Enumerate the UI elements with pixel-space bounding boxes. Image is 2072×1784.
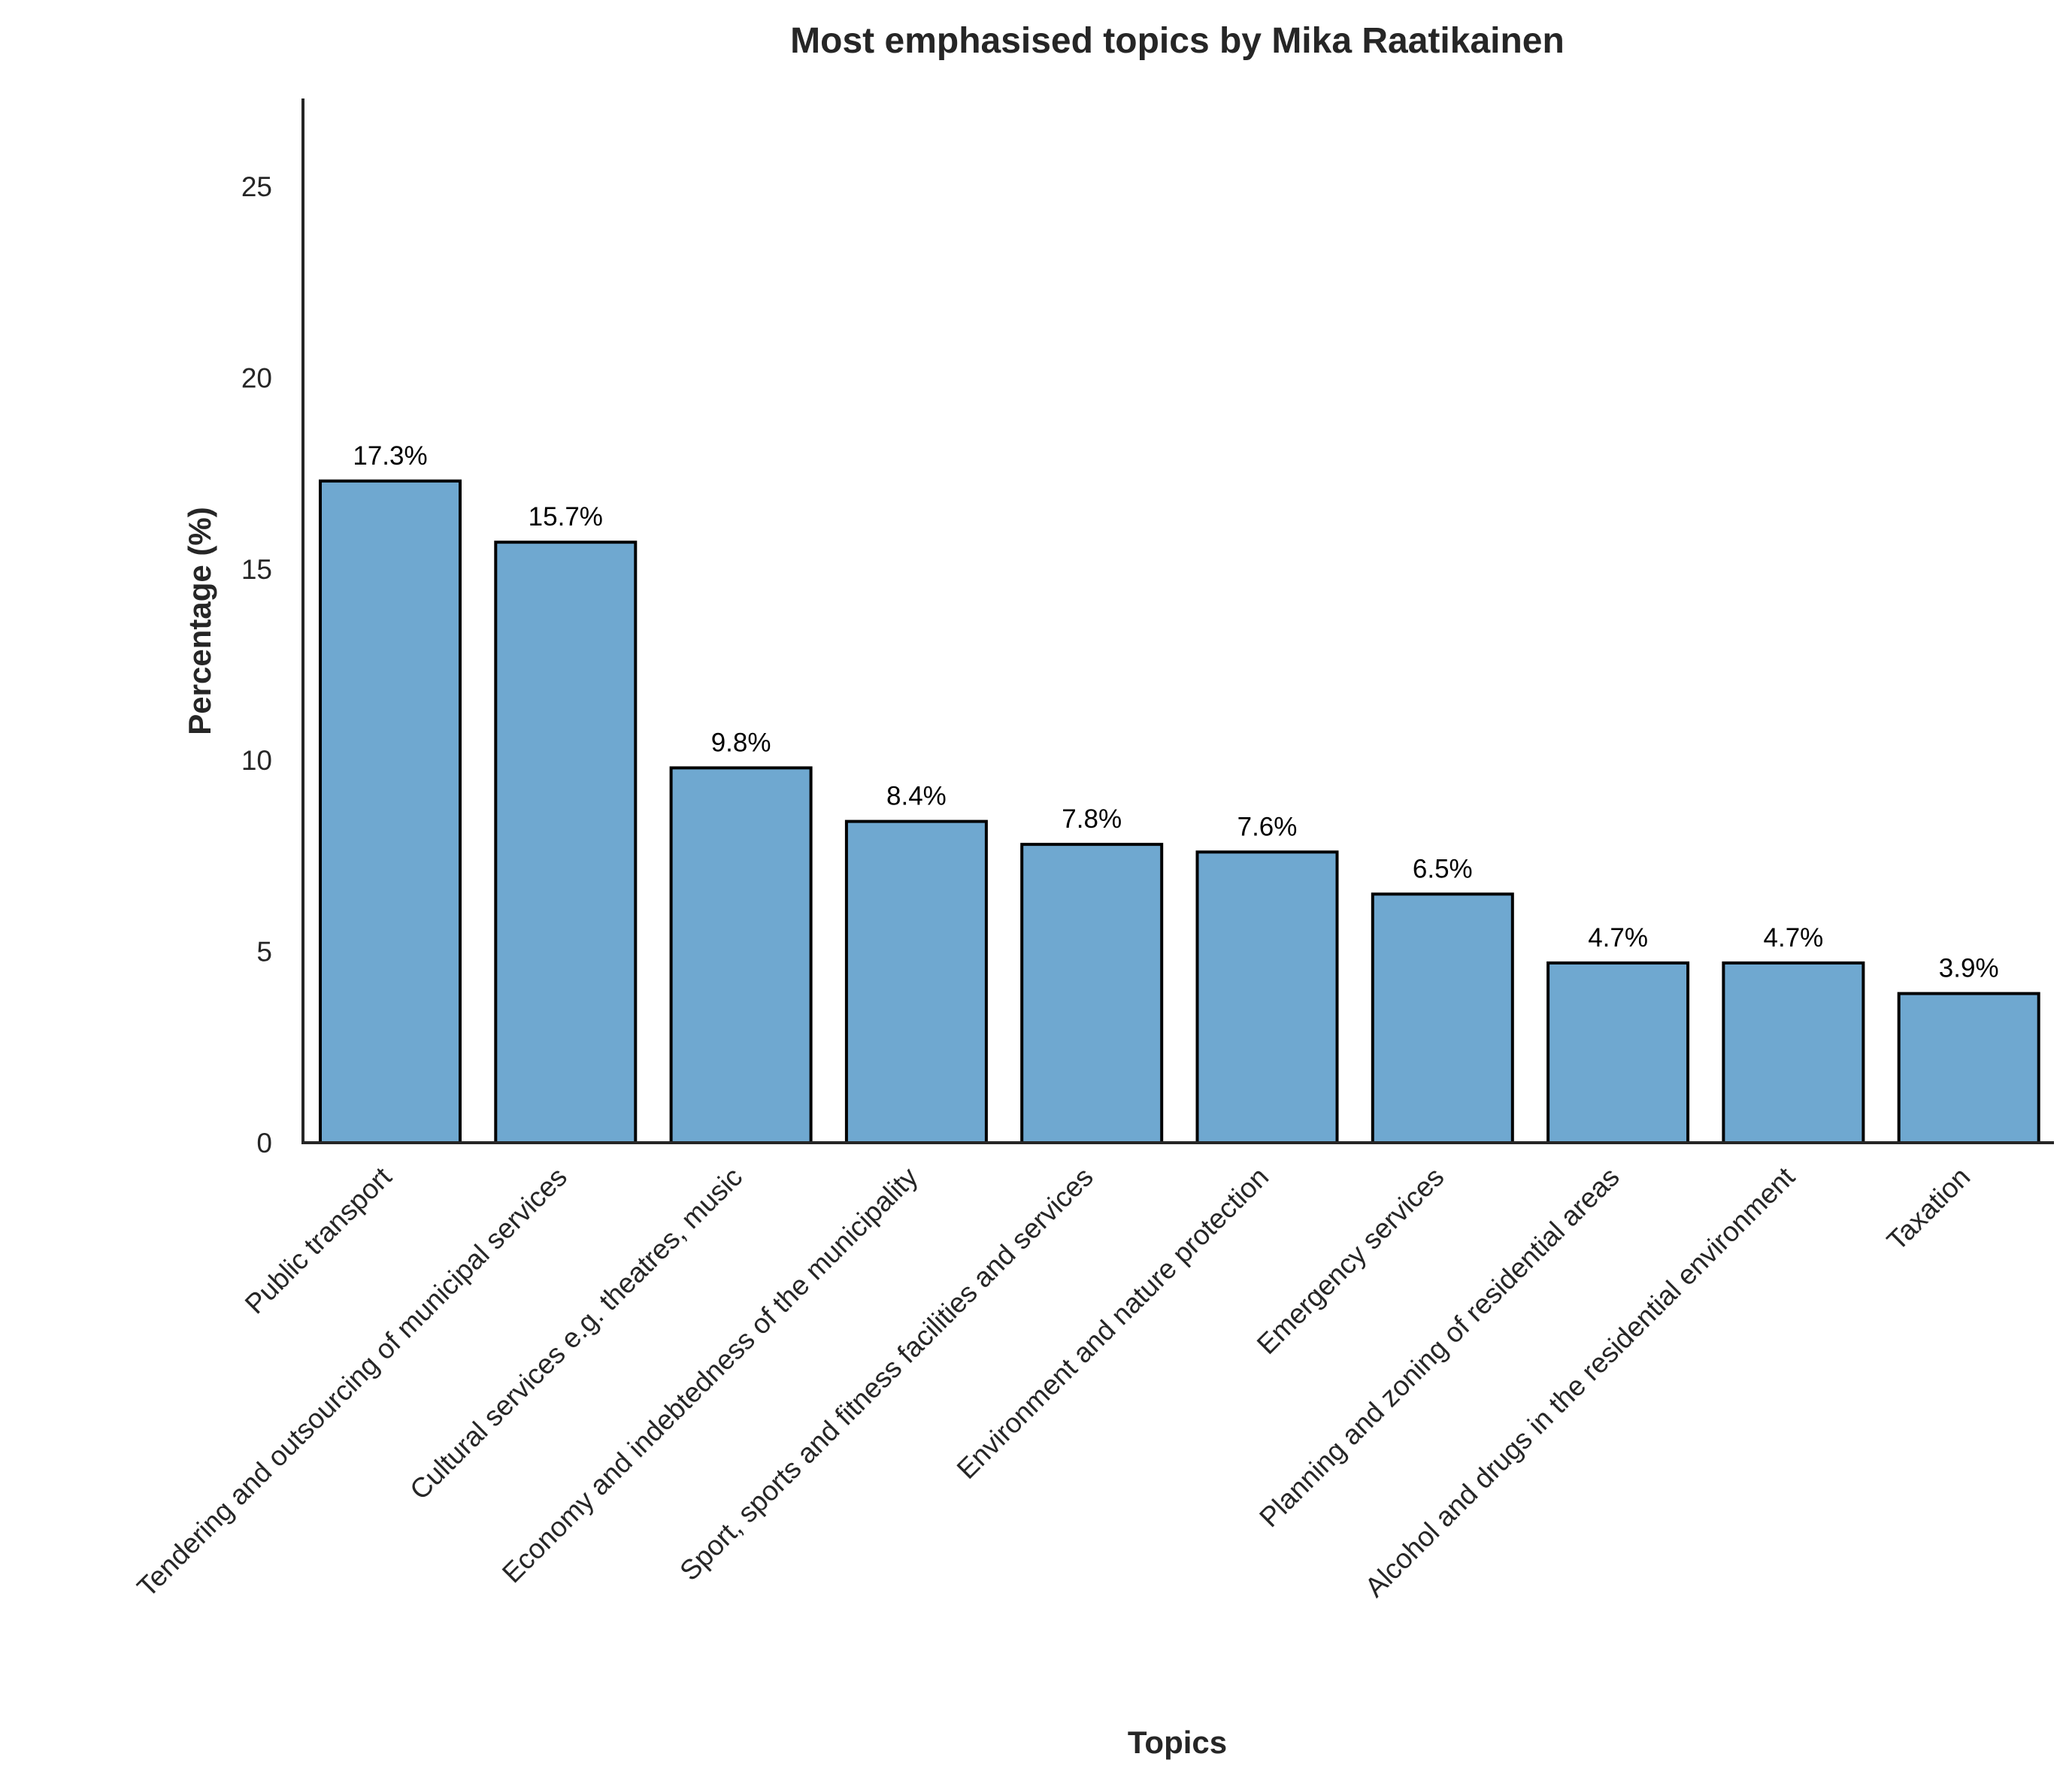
y-axis-ticks: 0 5 10 15 20 25 <box>241 171 272 1159</box>
bar-value-label: 8.4% <box>886 782 947 811</box>
x-axis-label: Topics <box>1128 1725 1227 1760</box>
y-tick-label: 10 <box>241 745 272 776</box>
bar <box>1195 850 1339 1145</box>
bar-value-label: 4.7% <box>1588 923 1648 953</box>
chart-title: Most emphasised topics by Mika Raatikain… <box>790 21 1565 61</box>
data-labels: 17.3% 15.7% 9.8% 8.4% 7.8% 7.6% 6.5% 4.7% 4.7% 3.… <box>353 441 1998 983</box>
bar <box>1371 892 1514 1145</box>
x-tick-label: Economy and indebtedness of the municipa… <box>496 1161 924 1589</box>
bar <box>844 819 988 1144</box>
bar-value-label: 4.7% <box>1764 923 1824 953</box>
bars <box>319 479 2040 1145</box>
y-tick-label: 20 <box>241 362 272 393</box>
bar <box>1897 992 2040 1144</box>
bar <box>494 541 638 1144</box>
x-tick-label: Taxation <box>1881 1162 1976 1256</box>
y-axis-label: Percentage (%) <box>182 507 217 734</box>
bar-value-label: 3.9% <box>1939 954 1999 983</box>
x-tick-label: Planning and zoning of residential areas <box>1253 1162 1625 1533</box>
bar-value-label: 17.3% <box>353 441 427 471</box>
bar <box>1546 961 1690 1145</box>
bar-value-label: 6.5% <box>1413 854 1473 883</box>
y-tick-label: 5 <box>256 937 272 968</box>
bar-value-label: 9.8% <box>711 728 771 757</box>
y-tick-label: 15 <box>241 554 272 585</box>
x-tick-label: Public transport <box>239 1161 398 1319</box>
x-tick-label: Environment and nature protection <box>951 1162 1274 1485</box>
y-tick-label: 0 <box>256 1128 272 1159</box>
bar-value-label: 7.6% <box>1237 812 1298 841</box>
bar <box>1722 961 1865 1145</box>
x-tick-label: Cultural services e.g. theatres, music <box>404 1162 748 1506</box>
x-tick-label: Sport, sports and fitness facilities and… <box>674 1162 1099 1587</box>
y-tick-label: 25 <box>241 171 272 202</box>
bar-value-label: 15.7% <box>529 502 603 532</box>
x-tick-label: Emergency services <box>1251 1162 1450 1361</box>
bar <box>669 766 813 1145</box>
bar-value-label: 7.8% <box>1062 804 1122 834</box>
bar <box>1020 843 1164 1144</box>
bar <box>319 479 462 1144</box>
